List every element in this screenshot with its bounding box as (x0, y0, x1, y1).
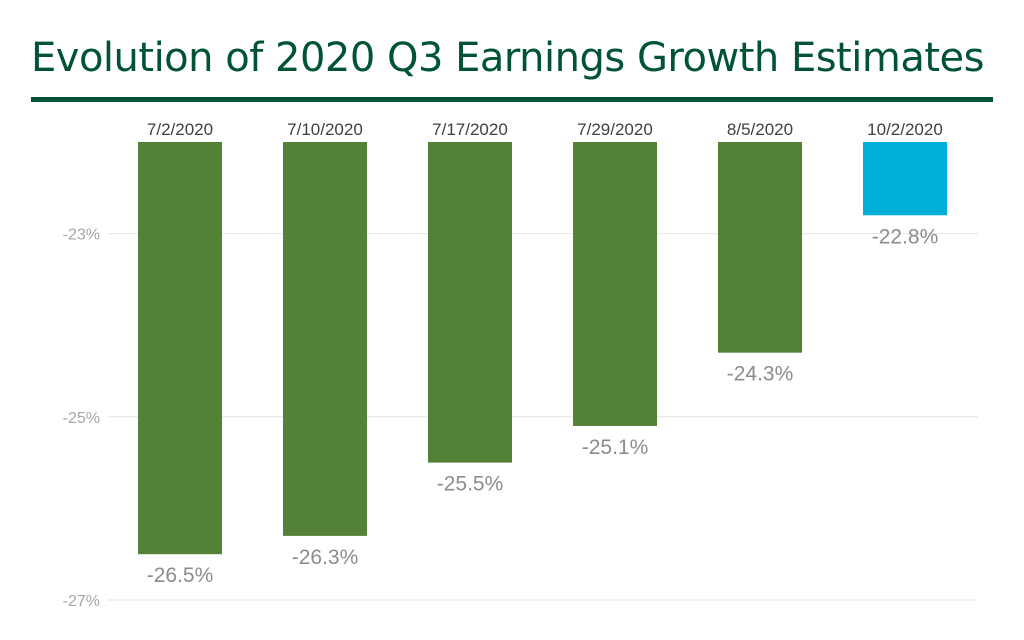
y-tick-label: -23% (63, 227, 100, 244)
category-label: 8/5/2020 (727, 120, 793, 139)
category-labels: 7/2/2020 7/10/2020 7/17/2020 7/29/2020 8/5/2… (147, 120, 943, 139)
category-label: 7/2/2020 (147, 120, 213, 139)
category-label: 7/10/2020 (287, 120, 363, 139)
category-label: 10/2/2020 (867, 120, 943, 139)
data-label: -26.3% (292, 546, 359, 569)
bar (863, 142, 947, 216)
y-tick-label: -27% (63, 593, 100, 610)
bar (283, 142, 367, 536)
bar (138, 142, 222, 555)
data-label: -22.8% (872, 225, 939, 248)
data-label: -25.1% (582, 436, 649, 459)
data-label: -25.5% (437, 473, 504, 496)
y-tick-label: -25% (63, 410, 100, 427)
bar (718, 142, 802, 353)
bar (428, 142, 512, 463)
data-labels: -26.5% -26.3% -25.5% -25.1% -24.3% -22.8% (147, 225, 939, 587)
category-label: 7/17/2020 (432, 120, 508, 139)
gridlines (108, 233, 978, 601)
title-rule (31, 97, 993, 102)
chart-title: Evolution of 2020 Q3 Earnings Growth Est… (31, 35, 984, 81)
bars (138, 142, 947, 555)
y-axis-ticks: -23% -25% -27% (63, 227, 100, 610)
category-label: 7/29/2020 (577, 120, 653, 139)
bar (573, 142, 657, 426)
data-label: -24.3% (727, 363, 794, 386)
data-label: -26.5% (147, 564, 214, 587)
